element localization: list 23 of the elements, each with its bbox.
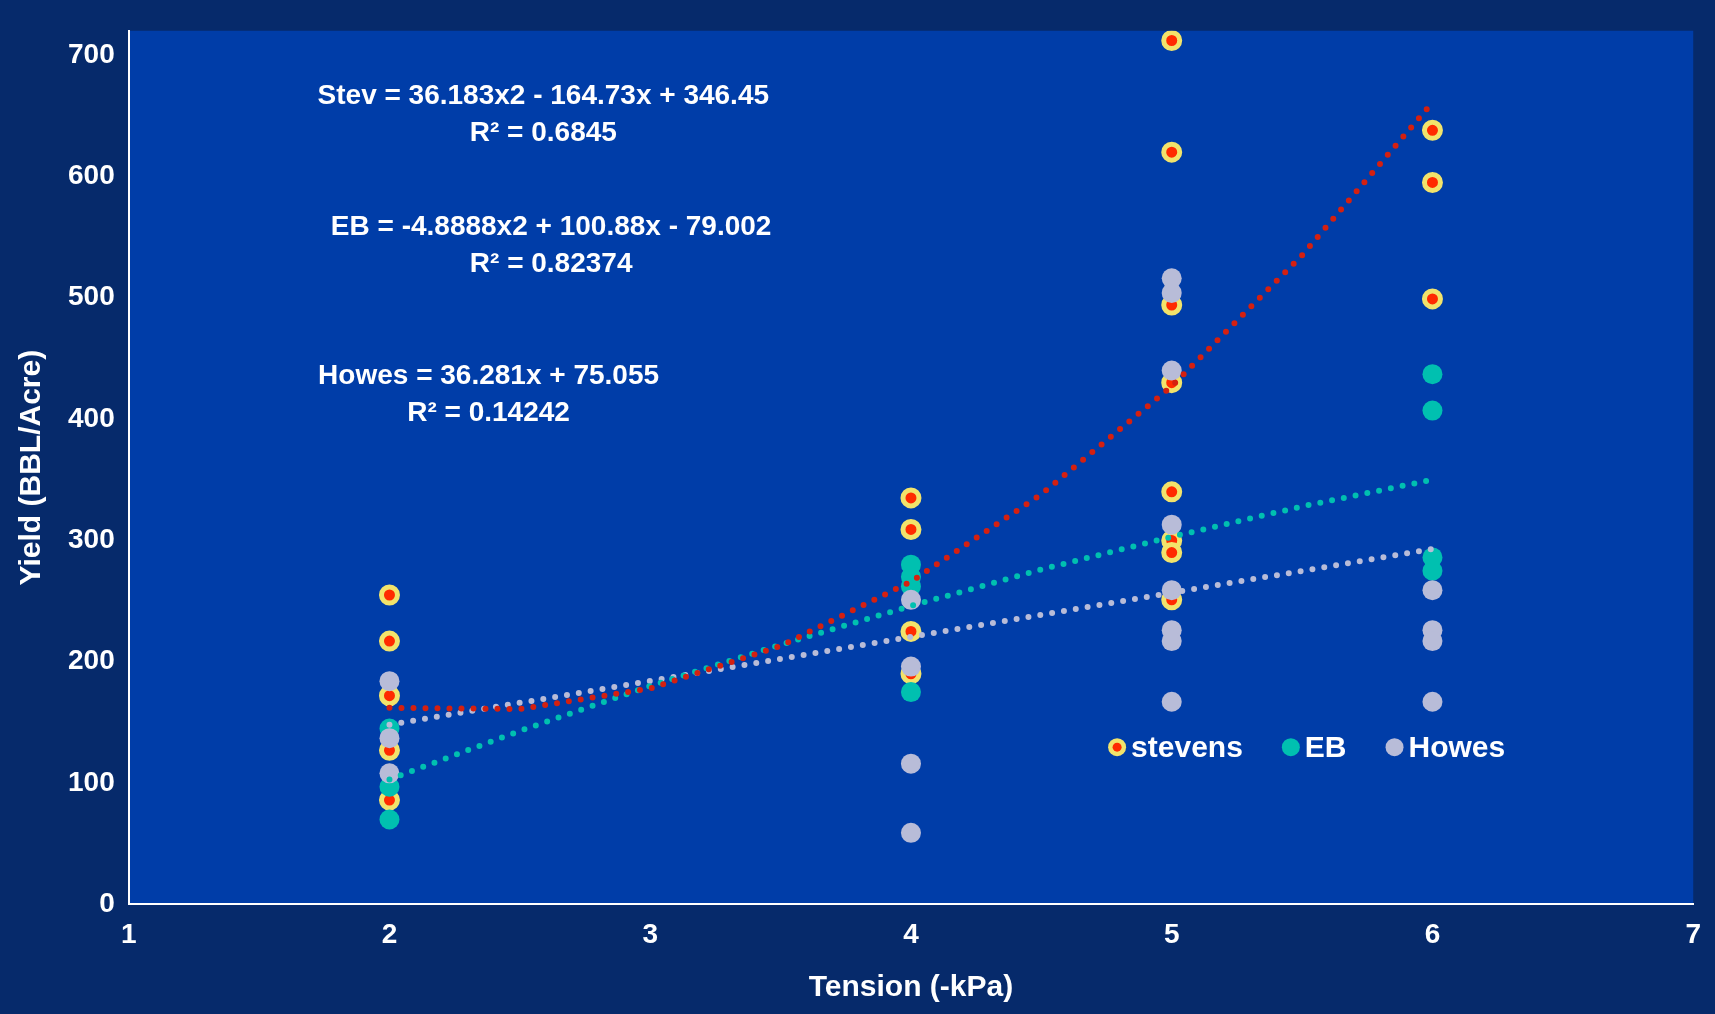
y-tick-label: 0 [99,887,115,919]
x-axis-title: Tension (-kPa) [808,969,1014,1003]
x-tick-label: 5 [1163,917,1180,949]
annotation: Stev = 36.183x2 - 164.73x + 346.45 R² = 0.6845 [317,79,770,148]
x-tick-label: 6 [1424,917,1441,949]
y-tick-label: 600 [68,159,115,191]
y-tick-label: 500 [68,280,115,312]
x-tick-label: 7 [1685,917,1701,949]
y-tick-label: 700 [68,37,115,69]
legend-label: stevens [1131,730,1243,764]
annotation: EB = -4.8888x2 + 100.88x - 79.002 R² = 0.82374 [330,210,772,279]
legend-label: EB [1304,730,1347,764]
x-tick-label: 2 [381,917,398,949]
y-tick-label: 400 [68,401,115,433]
y-tick-label: 100 [68,765,115,797]
y-tick-label: 300 [68,523,115,555]
y-tick-label: 200 [68,644,115,676]
x-tick-label: 3 [642,917,658,949]
legend-label: Howes [1408,730,1506,764]
x-tick-label: 1 [120,917,137,949]
annotation: Howes = 36.281x + 75.055 R² = 0.14242 [318,358,660,427]
x-tick-label: 4 [903,917,920,949]
y-axis-title: Yield (BBL/Acre) [13,349,47,586]
